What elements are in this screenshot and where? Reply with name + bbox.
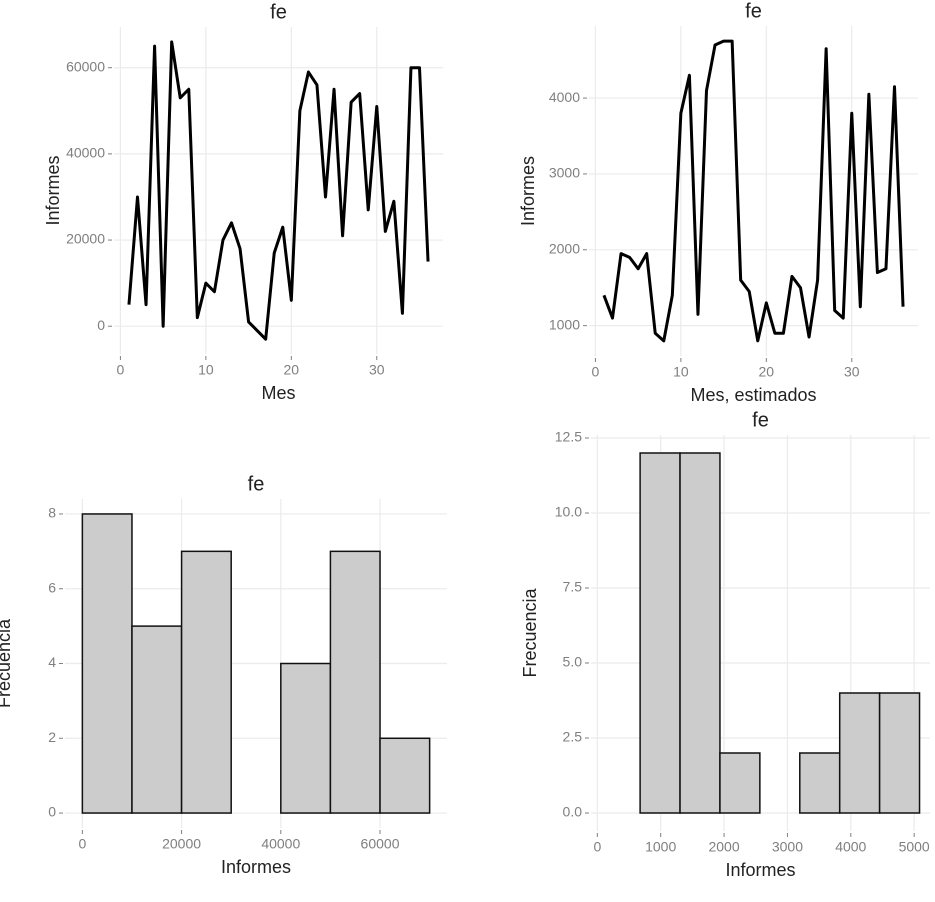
y-tick-label: 5.0: [563, 654, 583, 670]
x-tick-label: 2000: [708, 839, 739, 855]
x-tick-label: 20: [759, 364, 775, 380]
chart-title: fe: [248, 473, 265, 495]
x-tick-label: 5000: [899, 839, 930, 855]
x-tick-label: 0: [593, 839, 601, 855]
bar: [639, 452, 681, 814]
y-tick-label: 10.0: [555, 504, 582, 520]
bar: [81, 513, 133, 814]
x-tick-label: 1000: [645, 839, 676, 855]
y-tick-label: 0: [48, 804, 56, 820]
x-tick-label: 10: [673, 364, 689, 380]
y-tick-label: 2: [48, 729, 56, 745]
bar: [679, 452, 721, 814]
y-tick-label: 2000: [549, 240, 580, 256]
line: [602, 39, 905, 343]
x-tick-label: 20000: [162, 836, 201, 852]
y-tick-label: 40000: [66, 145, 105, 161]
y-tick-label: 0: [97, 317, 105, 333]
y-axis-title: Informes: [43, 155, 63, 225]
x-tick-label: 20: [284, 362, 300, 378]
bar: [838, 692, 881, 814]
x-tick-label: 10: [198, 362, 214, 378]
x-tick-label: 30: [844, 364, 860, 380]
y-tick-label: 7.5: [563, 579, 583, 595]
bar: [799, 752, 841, 814]
panel: 1000 2000 3000 4000 0 10 20 30 fe Mes, estimados I…: [518, 0, 918, 405]
line: [127, 40, 430, 341]
y-tick-label: 1000: [549, 316, 580, 332]
x-tick-label: 0: [78, 836, 86, 852]
bar: [131, 625, 183, 814]
x-tick-label: 3000: [772, 839, 803, 855]
x-axis-title: Informes: [221, 857, 291, 877]
y-tick-label: 0.0: [563, 804, 583, 820]
bar: [280, 662, 332, 814]
x-tick-label: 30: [369, 362, 385, 378]
y-axis-title: Frecuencia: [520, 587, 540, 677]
panel: 0.0 2.5 5.0 7.5 10.0 12.5 0 1000 2000 3000 4000 500…: [520, 409, 930, 880]
x-tick-label: 60000: [361, 836, 400, 852]
chart-title: fe: [270, 1, 287, 23]
bar: [719, 752, 761, 814]
x-axis-title: Mes, estimados: [690, 385, 816, 405]
panel: 0 2 4 6 8 0 20000 40000 60000 fe Informes Frecuenci…: [0, 473, 447, 877]
y-tick-label: 6: [48, 579, 56, 595]
y-tick-label: 20000: [66, 231, 105, 247]
bar: [180, 550, 232, 814]
x-tick-label: 0: [117, 362, 125, 378]
y-tick-label: 4: [48, 654, 56, 670]
y-axis-title: Informes: [518, 156, 538, 226]
chart-title: fe: [752, 409, 769, 431]
bar: [329, 550, 381, 814]
chart-title: fe: [745, 0, 762, 22]
x-tick-label: 4000: [835, 839, 866, 855]
panel: 0 20000 40000 60000 0 10 20 30 fe Mes Informes: [43, 1, 443, 403]
y-tick-label: 60000: [66, 58, 105, 74]
x-axis-title: Informes: [725, 860, 795, 880]
bar: [379, 737, 431, 814]
y-tick-label: 2.5: [563, 729, 583, 745]
x-tick-label: 40000: [261, 836, 300, 852]
y-axis-title: Frecuencia: [0, 618, 14, 708]
y-tick-label: 8: [48, 505, 56, 521]
y-tick-label: 4000: [549, 89, 580, 105]
x-axis-title: Mes: [261, 383, 295, 403]
x-tick-label: 0: [592, 364, 600, 380]
bar: [878, 692, 921, 814]
y-tick-label: 12.5: [555, 429, 582, 445]
y-tick-label: 3000: [549, 165, 580, 181]
